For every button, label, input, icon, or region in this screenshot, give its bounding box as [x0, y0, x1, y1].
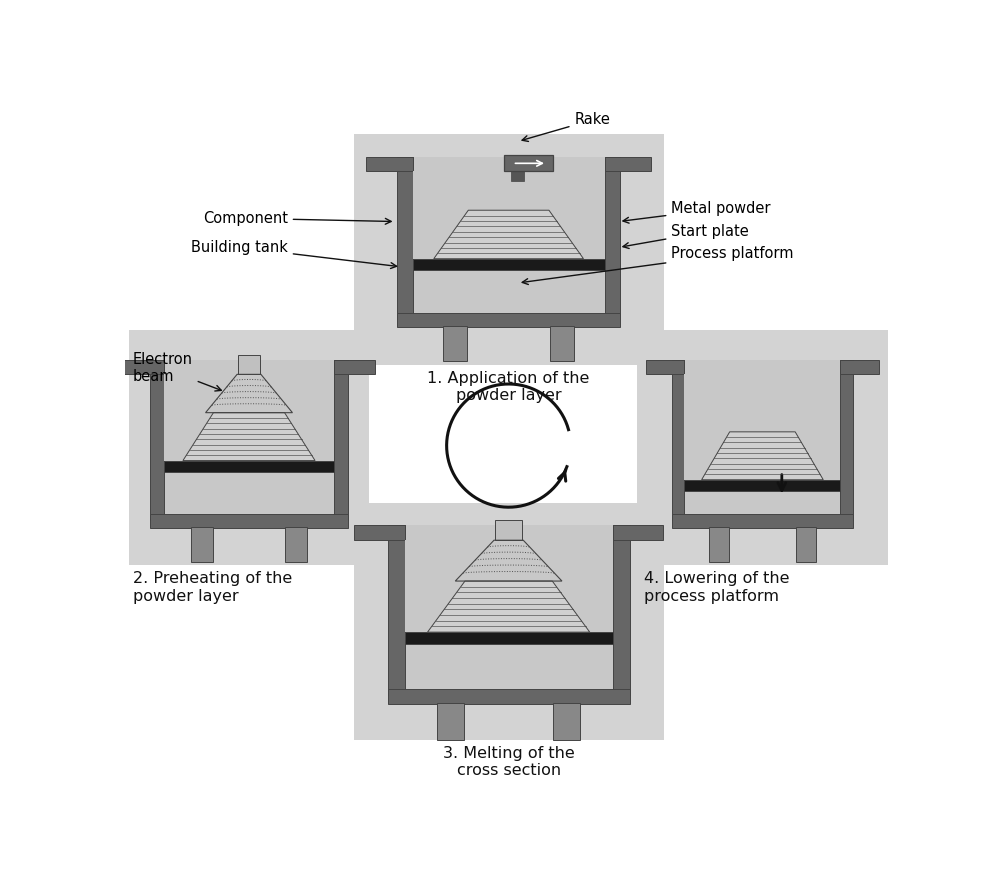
Bar: [150, 360, 164, 520]
Polygon shape: [702, 432, 823, 480]
Bar: [672, 360, 684, 520]
Bar: [553, 703, 580, 740]
Bar: [840, 360, 879, 375]
Text: 1. Application of the
powder layer: 1. Application of the powder layer: [427, 371, 590, 403]
Text: Rake: Rake: [522, 112, 610, 142]
Bar: [123, 360, 164, 375]
Bar: [443, 326, 467, 361]
Bar: [366, 157, 413, 172]
Bar: [796, 527, 816, 562]
Bar: [504, 155, 553, 172]
Bar: [672, 360, 853, 520]
Bar: [397, 157, 620, 319]
Bar: [238, 355, 260, 375]
Text: 2. Preheating of the
powder layer: 2. Preheating of the powder layer: [133, 571, 292, 603]
Bar: [613, 525, 630, 695]
Text: Process platform: Process platform: [522, 247, 794, 285]
Text: Building tank: Building tank: [191, 240, 397, 269]
Bar: [550, 326, 574, 361]
Bar: [605, 157, 620, 319]
Bar: [388, 525, 405, 695]
Bar: [684, 375, 702, 480]
Bar: [672, 514, 853, 529]
Polygon shape: [428, 581, 590, 632]
Text: Electron
beam: Electron beam: [133, 352, 221, 391]
Bar: [613, 525, 663, 540]
Bar: [129, 330, 369, 565]
Bar: [405, 632, 613, 644]
Bar: [684, 480, 840, 491]
Bar: [388, 525, 630, 695]
Bar: [437, 703, 464, 740]
Bar: [354, 525, 405, 540]
Bar: [397, 312, 620, 328]
Bar: [388, 689, 630, 704]
Bar: [413, 172, 434, 259]
Bar: [840, 360, 853, 520]
Text: Component: Component: [203, 211, 391, 226]
Bar: [164, 461, 334, 472]
Polygon shape: [434, 210, 583, 259]
Bar: [334, 360, 348, 520]
Bar: [823, 375, 840, 480]
Bar: [191, 527, 213, 562]
Bar: [354, 504, 664, 740]
Text: Metal powder: Metal powder: [623, 201, 771, 223]
Bar: [315, 375, 334, 461]
Text: Start plate: Start plate: [623, 223, 749, 248]
Bar: [511, 172, 524, 181]
Bar: [709, 527, 729, 562]
Bar: [495, 520, 522, 540]
Text: 3. Melting of the
cross section: 3. Melting of the cross section: [443, 746, 574, 778]
Bar: [354, 134, 664, 365]
Bar: [285, 527, 307, 562]
Bar: [646, 360, 684, 375]
Bar: [583, 172, 605, 259]
Bar: [590, 540, 613, 632]
Text: 4. Lowering of the
process platform: 4. Lowering of the process platform: [644, 571, 790, 603]
Bar: [637, 330, 888, 565]
Bar: [397, 157, 413, 319]
Bar: [605, 157, 651, 172]
Bar: [150, 360, 348, 520]
Bar: [334, 360, 375, 375]
Bar: [405, 540, 428, 632]
Bar: [413, 259, 605, 270]
Polygon shape: [183, 413, 315, 461]
Bar: [164, 375, 183, 461]
Bar: [150, 514, 348, 529]
